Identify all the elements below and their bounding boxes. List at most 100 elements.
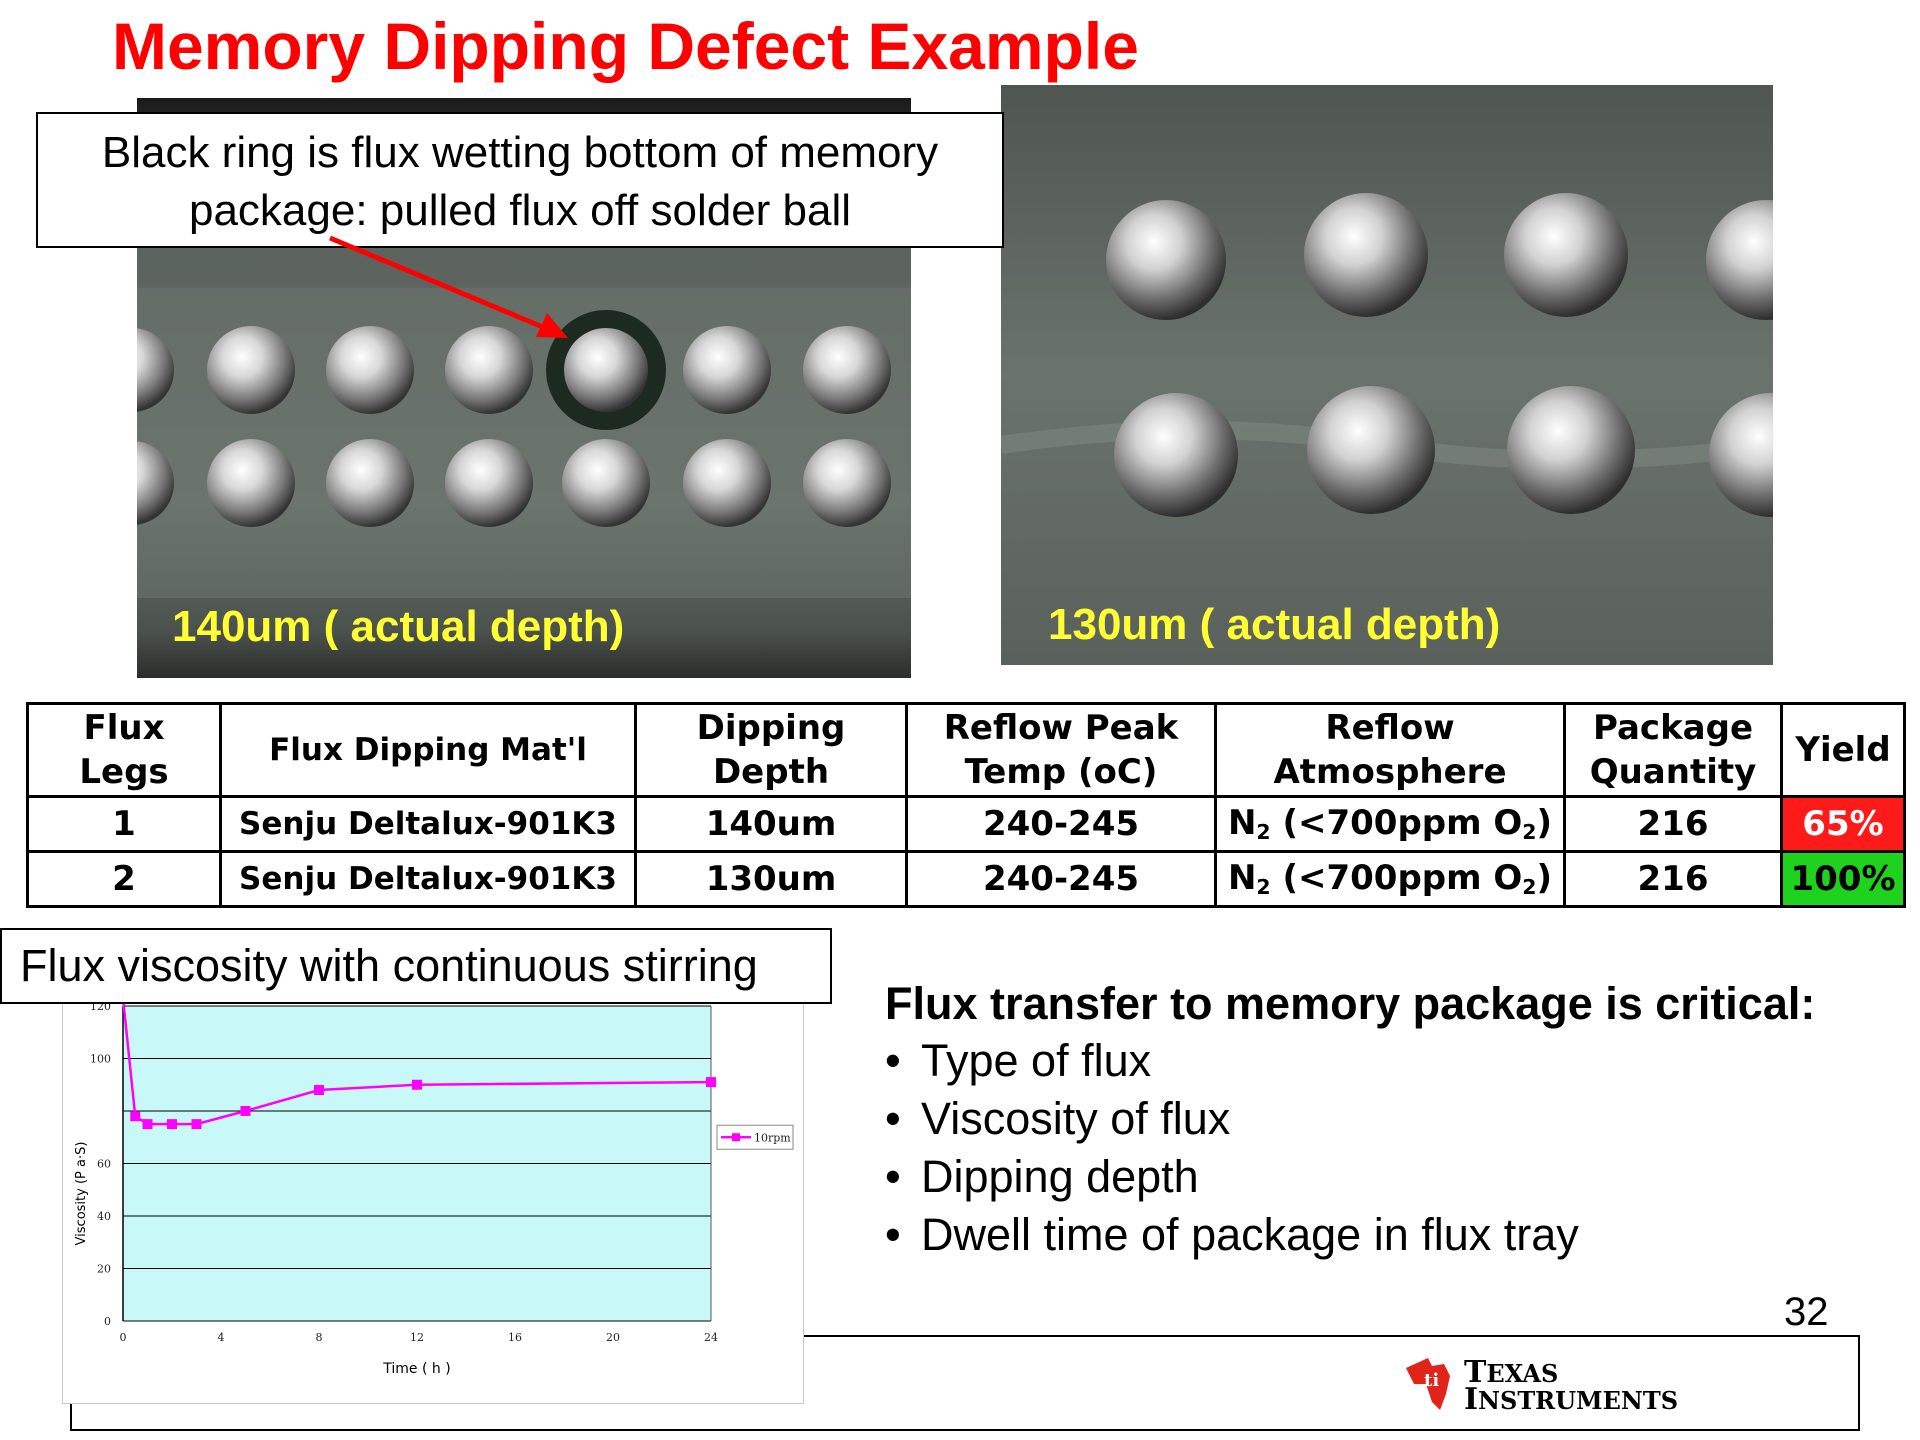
cell-legs: 2 <box>26 850 222 908</box>
ti-wordmark-t: T <box>1464 1355 1487 1390</box>
col-dipping-depth-line1: Dipping <box>696 708 846 748</box>
col-reflow-peak-line1: Reflow Peak <box>943 708 1179 748</box>
list-item-text: Type of flux <box>921 1035 1152 1086</box>
cell-yield-high: 100% <box>1780 850 1906 908</box>
col-reflow-atmosphere-line1: Reflow <box>1325 708 1455 748</box>
list-item: • Dipping depth <box>885 1148 1579 1206</box>
list-item-text: Dwell time of package in flux tray <box>921 1209 1579 1260</box>
atm-close: ) <box>1536 803 1553 844</box>
cell-material: Senju Deltalux-901K3 <box>219 795 637 853</box>
col-yield: Yield <box>1780 702 1906 798</box>
x-tick-label: 16 <box>508 1331 522 1344</box>
list-item: • Type of flux <box>885 1032 1579 1090</box>
col-reflow-atmosphere-line2: Atmosphere <box>1273 752 1507 792</box>
col-reflow-peak-line2: Temp (oC) <box>964 752 1158 792</box>
col-flux-material: Flux Dipping Mat'l <box>219 702 637 798</box>
y-axis-label: Viscosity (P a·S) <box>74 1142 89 1246</box>
col-dipping-depth-line2: Depth <box>712 752 830 792</box>
cell-peak-temp: 240-245 <box>905 850 1217 908</box>
y-tick-label: 100 <box>90 1053 111 1066</box>
list-item: • Dwell time of package in flux tray <box>885 1206 1579 1264</box>
atm-sub: 2 <box>1256 820 1271 845</box>
y-tick-label: 60 <box>97 1158 111 1171</box>
cell-yield-low: 65% <box>1780 795 1906 853</box>
data-point <box>706 1077 716 1088</box>
list-item-text: Viscosity of flux <box>921 1093 1231 1144</box>
col-reflow-atmosphere: Reflow Atmosphere <box>1214 702 1566 798</box>
x-tick-label: 0 <box>120 1331 127 1344</box>
critical-list: • Type of flux • Viscosity of flux • Dippin… <box>885 1032 1579 1264</box>
data-point <box>412 1079 422 1090</box>
cell-depth: 130um <box>634 850 908 908</box>
dipping-results-table: Flux Legs Flux Dipping Mat'l Dipping Dept… <box>26 702 1906 908</box>
table-row: 2 Senju Deltalux-901K3 130um 240-245 N2 … <box>26 850 1906 908</box>
cell-atmosphere: N2 (<700ppm O2) <box>1214 850 1566 908</box>
callout-line-1: Black ring is flux wetting bottom of mem… <box>101 128 939 177</box>
svg-text:ti: ti <box>1424 1370 1439 1391</box>
atm-n: N <box>1227 803 1257 844</box>
data-point <box>130 1111 141 1122</box>
atm-close: ) <box>1536 858 1553 899</box>
ti-wordmark: TEXAS INSTRUMENTS <box>1464 1358 1679 1417</box>
x-tick-label: 8 <box>316 1331 323 1344</box>
col-package-quantity-line2: Quantity <box>1589 752 1757 792</box>
cell-material: Senju Deltalux-901K3 <box>219 850 637 908</box>
cell-quantity: 216 <box>1563 850 1783 908</box>
x-tick-label: 24 <box>704 1331 718 1344</box>
col-flux-legs: Flux Legs <box>26 702 222 798</box>
legend-marker <box>732 1133 740 1142</box>
photo-caption-left: 140um ( actual depth) <box>172 602 625 651</box>
atm-n: N <box>1227 858 1257 899</box>
cell-atmosphere: N2 (<700ppm O2) <box>1214 795 1566 853</box>
texas-instruments-logo-icon: ti <box>1406 1358 1450 1410</box>
data-point <box>167 1119 177 1130</box>
list-item: • Viscosity of flux <box>885 1090 1579 1148</box>
col-package-quantity-line1: Package <box>1592 708 1754 748</box>
data-point <box>191 1119 202 1130</box>
cell-peak-temp: 240-245 <box>905 795 1217 853</box>
bullet-dot: • <box>885 1035 901 1086</box>
photo-caption-right: 130um ( actual depth) <box>1048 600 1501 649</box>
y-tick-label: 20 <box>97 1263 111 1276</box>
data-point <box>314 1085 324 1095</box>
col-package-quantity: Package Quantity <box>1563 702 1783 798</box>
x-tick-label: 20 <box>606 1331 620 1344</box>
viscosity-chart: 0 20 40 60 100 120 0 4 8 12 16 20 24 Time ( h ) Viscos… <box>62 993 804 1404</box>
bullet-dot: • <box>885 1151 901 1202</box>
solder-ball-photo-right <box>1001 85 1773 665</box>
cell-depth: 140um <box>634 795 908 853</box>
data-point <box>240 1106 251 1116</box>
ti-wordmark-nstruments: NSTRUMENTS <box>1478 1386 1679 1415</box>
critical-heading: Flux transfer to memory package is criti… <box>885 978 1816 1029</box>
atm-sub: 2 <box>1256 875 1271 900</box>
bullet-dot: • <box>885 1093 901 1144</box>
page-number: 32 <box>1784 1290 1829 1334</box>
atm-sub: 2 <box>1522 820 1537 845</box>
legend-label: 10rpm <box>754 1131 791 1144</box>
cell-quantity: 216 <box>1563 795 1783 853</box>
table-header-row: Flux Legs Flux Dipping Mat'l Dipping Dept… <box>26 702 1906 798</box>
x-tick-label: 12 <box>410 1331 424 1344</box>
solder-ball-image-right <box>1001 85 1773 665</box>
callout-line-2: package: pulled flux off solder ball <box>188 186 852 235</box>
atm-mid: (<700ppm O <box>1270 858 1523 899</box>
y-tick-label: 0 <box>104 1315 111 1328</box>
atm-sub: 2 <box>1522 875 1537 900</box>
data-point <box>142 1119 153 1130</box>
table-row: 1 Senju Deltalux-901K3 140um 240-245 N2 … <box>26 795 1906 853</box>
cell-legs: 1 <box>26 795 222 853</box>
list-item-text: Dipping depth <box>921 1151 1199 1202</box>
bullet-dot: • <box>885 1209 901 1260</box>
atm-mid: (<700ppm O <box>1270 803 1523 844</box>
col-dipping-depth: Dipping Depth <box>634 702 908 798</box>
x-tick-label: 4 <box>218 1331 225 1344</box>
ti-wordmark-i: I <box>1464 1382 1479 1417</box>
y-tick-label: 40 <box>97 1210 111 1223</box>
page-title: Memory Dipping Defect Example <box>112 9 1139 83</box>
col-reflow-peak: Reflow Peak Temp (oC) <box>905 702 1217 798</box>
ti-wordmark-exas: EXAS <box>1486 1359 1559 1388</box>
flux-ring-callout: Black ring is flux wetting bottom of mem… <box>36 112 1004 248</box>
x-axis-label: Time ( h ) <box>382 1361 450 1377</box>
viscosity-chart-label: Flux viscosity with continuous stirring <box>0 928 832 1004</box>
